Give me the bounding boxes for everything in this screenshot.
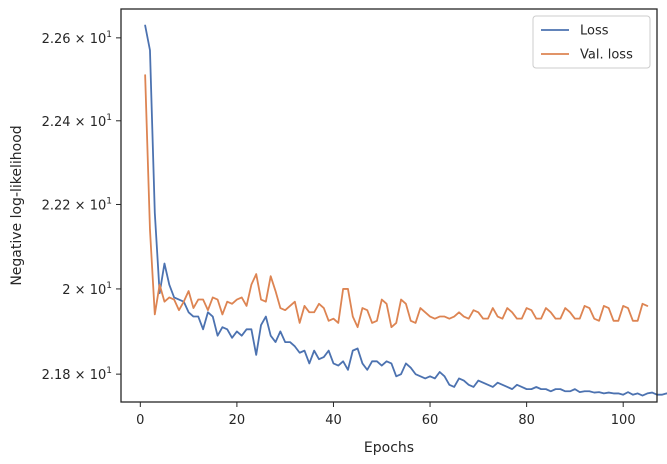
y-tick-label: 2.26 × 101 [42,30,112,47]
legend: Loss Val. loss [532,15,651,69]
series-line-loss [144,24,667,397]
x-tick-label: 0 [136,413,144,428]
y-tick-label: 2.18 × 101 [42,366,112,383]
x-tick-label: 100 [611,413,636,428]
x-tick-label: 80 [518,413,535,428]
legend-label-val-loss: Val. loss [580,48,633,63]
x-tick-label: 60 [422,413,439,428]
y-axis-label: Negative log-likelihood [9,125,25,285]
legend-box [532,15,651,69]
series-line-val-loss [144,74,649,329]
x-tick-label: 20 [229,413,246,428]
y-tick-label: 2.24 × 101 [42,113,112,130]
legend-label-loss: Loss [580,24,609,39]
x-tick-label: 40 [325,413,342,428]
series-layer [144,24,667,397]
x-ticks: 0 20 40 60 80 100 [136,402,636,428]
plot-background [121,9,657,402]
y-tick-label: 2.22 × 101 [42,196,112,213]
x-axis-label: Epochs [364,440,414,456]
plot-frame [120,8,658,403]
y-tick-label: 2 × 101 [62,281,112,298]
y-ticks: 2.18 × 101 2 × 101 2.22 × 101 2.24 × 101 2.2… [42,30,121,383]
